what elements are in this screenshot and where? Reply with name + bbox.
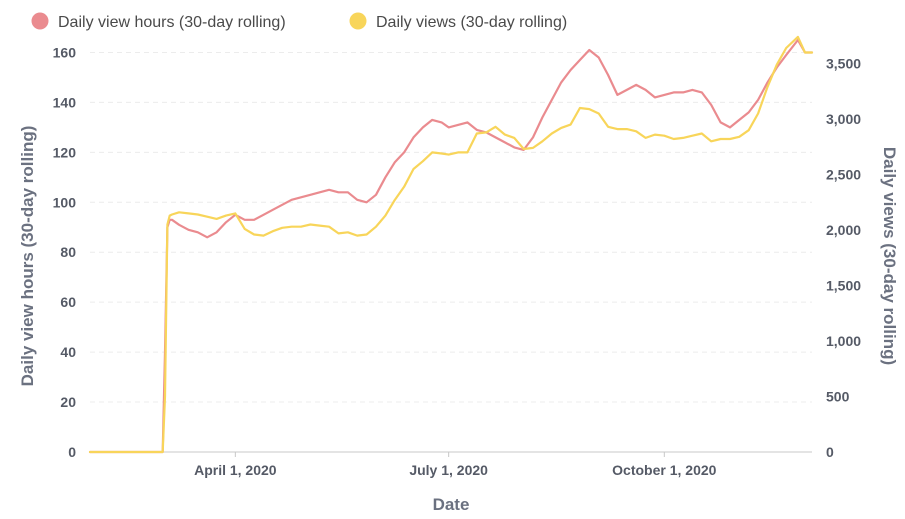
legend: Daily view hours (30-day rolling) Daily v… bbox=[31, 12, 567, 31]
legend-item-view-hours: Daily view hours (30-day rolling) bbox=[31, 12, 286, 31]
y-tick-label-8: 160 bbox=[53, 44, 77, 60]
y2-tick-label-4: 2,000 bbox=[826, 222, 861, 238]
y-tick-label-1: 20 bbox=[60, 394, 76, 410]
y2-tick-label-5: 2,500 bbox=[826, 167, 861, 183]
line-daily-view-hours bbox=[88, 38, 814, 454]
y-tick-label-2: 40 bbox=[60, 344, 76, 360]
y2-tick-label-3: 1,500 bbox=[826, 278, 861, 294]
line-daily-views bbox=[88, 35, 814, 454]
y-tick-label-7: 140 bbox=[53, 94, 77, 110]
axis-labels: Date Daily view hours (30-day rolling) Dai… bbox=[18, 126, 899, 514]
x-tick-label-1: July 1, 2020 bbox=[409, 462, 488, 478]
y2-tick-label-6: 3,000 bbox=[826, 111, 861, 127]
x-tick-label-2: October 1, 2020 bbox=[612, 462, 716, 478]
legend-item-views-label: Daily views (30-day rolling) bbox=[376, 14, 567, 31]
legend-item-views: Daily views (30-day rolling) bbox=[349, 12, 567, 31]
axes: 0 20 40 60 80 100 120 140 160 0 500 1,000 1,500 2,000… bbox=[53, 44, 862, 478]
y-tick-label-0: 0 bbox=[68, 444, 76, 460]
series-lines bbox=[88, 35, 814, 454]
y2-tick-label-7: 3,500 bbox=[826, 56, 861, 72]
y-tick-label-3: 60 bbox=[60, 294, 76, 310]
legend-item-views-dot bbox=[349, 12, 367, 30]
x-tick-label-0: April 1, 2020 bbox=[194, 462, 277, 478]
y-tick-label-6: 120 bbox=[53, 144, 77, 160]
y-axis-title: Daily view hours (30-day rolling) bbox=[18, 126, 37, 387]
y-tick-label-4: 80 bbox=[60, 244, 76, 260]
y2-axis-title: Daily views (30-day rolling) bbox=[880, 147, 899, 365]
y2-tick-label-2: 1,000 bbox=[826, 333, 861, 349]
y2-tick-label-1: 500 bbox=[826, 389, 850, 405]
y2-tick-label-0: 0 bbox=[826, 444, 834, 460]
grid-lines bbox=[90, 51, 812, 403]
legend-item-view-hours-dot bbox=[31, 12, 49, 30]
y-tick-label-5: 100 bbox=[53, 194, 77, 210]
x-axis-title: Date bbox=[433, 495, 470, 514]
legend-item-view-hours-label: Daily view hours (30-day rolling) bbox=[58, 14, 286, 31]
